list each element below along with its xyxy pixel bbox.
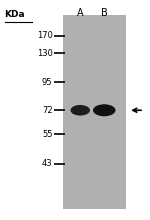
Text: A: A xyxy=(77,8,84,18)
Bar xyxy=(63,15,126,209)
Text: KDa: KDa xyxy=(4,10,25,19)
Ellipse shape xyxy=(93,104,116,116)
Text: 43: 43 xyxy=(42,159,52,168)
Text: 72: 72 xyxy=(42,106,52,115)
Ellipse shape xyxy=(70,105,90,116)
Text: 55: 55 xyxy=(42,130,52,139)
Text: 130: 130 xyxy=(37,49,52,58)
Text: B: B xyxy=(101,8,108,18)
Text: 170: 170 xyxy=(37,31,52,40)
Text: 95: 95 xyxy=(42,78,52,87)
